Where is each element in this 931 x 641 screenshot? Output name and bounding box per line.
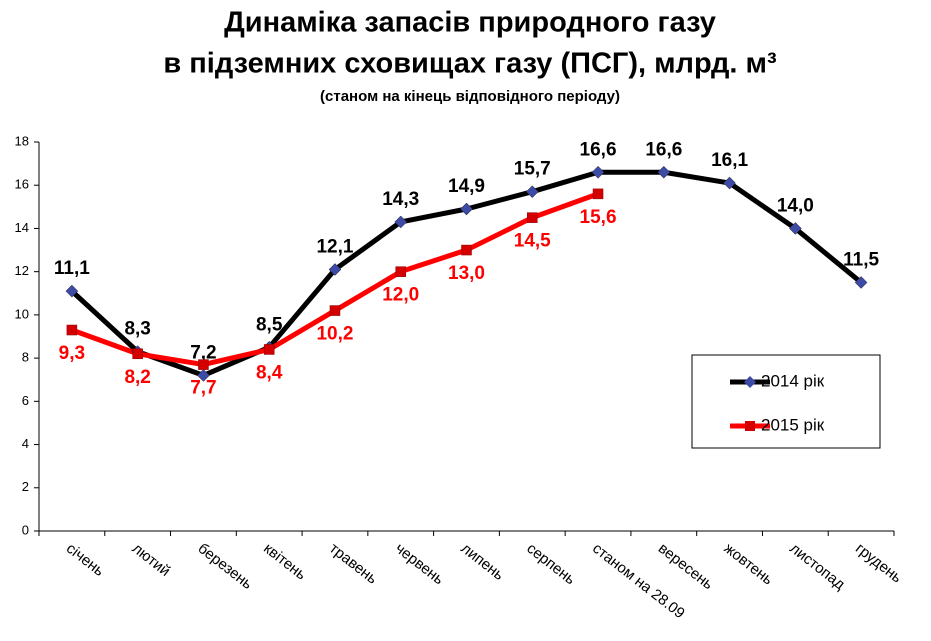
marker (395, 266, 406, 277)
chart-title: Динаміка запасів природного газу (224, 7, 716, 39)
value-label: 7,2 (190, 342, 216, 363)
value-label: 11,1 (54, 258, 90, 279)
value-label: 8,5 (256, 314, 283, 335)
marker (527, 212, 538, 223)
value-label: 9,3 (59, 343, 85, 364)
legend-marker (744, 376, 756, 388)
y-tick-label: 2 (22, 479, 29, 494)
value-label: 14,0 (777, 195, 814, 216)
value-label: 15,7 (514, 159, 551, 180)
value-label: 14,9 (448, 176, 485, 197)
marker (592, 188, 604, 200)
marker (461, 244, 472, 256)
x-tick-label: липень (458, 540, 508, 584)
y-tick-label: 8 (22, 350, 29, 365)
value-label: 8,2 (124, 367, 150, 388)
value-label: 7,7 (190, 378, 216, 399)
marker (263, 344, 275, 355)
marker (525, 185, 539, 199)
marker (657, 165, 671, 179)
y-tick-label: 4 (22, 436, 29, 451)
chart-title: в підземних сховищах газу (ПСГ), млрд. м… (163, 48, 777, 80)
x-tick-label: квітень (260, 540, 309, 584)
x-tick-label: березень (195, 540, 256, 593)
marker (460, 202, 473, 216)
x-tick-label: серпень (523, 540, 578, 588)
value-label: 8,3 (124, 319, 150, 340)
marker (591, 165, 605, 179)
value-label: 8,4 (256, 362, 283, 383)
legend-box (691, 354, 881, 449)
value-label: 16,6 (580, 139, 617, 160)
value-label: 12,1 (316, 237, 353, 258)
y-tick-label: 16 (15, 177, 29, 192)
y-tick-label: 12 (15, 263, 29, 278)
x-tick-label: січень (63, 540, 108, 580)
x-tick-label: вересень (655, 540, 717, 593)
y-tick-label: 0 (22, 522, 29, 537)
marker (132, 348, 143, 360)
value-label: 16,1 (711, 150, 748, 171)
x-tick-label: лютий (129, 540, 174, 580)
marker (197, 369, 210, 382)
marker (394, 215, 408, 229)
x-tick-label: жовтень (721, 540, 777, 589)
value-label: 12,0 (382, 285, 419, 306)
marker (65, 284, 79, 298)
y-tick-label: 14 (15, 220, 29, 235)
value-label: 13,0 (448, 263, 485, 284)
x-tick-label: листопад (786, 540, 848, 594)
legend-marker (745, 421, 755, 431)
value-label: 10,2 (316, 324, 353, 345)
y-tick-label: 6 (22, 393, 29, 408)
legend-label: 2014 рік (761, 371, 825, 390)
x-tick-label: травень (326, 540, 381, 588)
marker (854, 276, 868, 289)
marker (66, 324, 78, 336)
x-tick-label: червень (392, 540, 447, 588)
marker (198, 359, 209, 370)
y-tick-label: 10 (15, 306, 29, 321)
legend-label: 2015 рік (761, 415, 825, 434)
chart-subtitle: (станом на кінець відповідного періоду) (320, 88, 620, 105)
x-tick-label: грудень (852, 540, 905, 587)
marker (723, 176, 736, 190)
value-label: 11,5 (843, 249, 879, 270)
marker (329, 305, 341, 316)
value-label: 14,5 (514, 231, 551, 252)
y-tick-label: 18 (15, 133, 29, 148)
value-label: 15,6 (580, 207, 617, 228)
value-label: 16,6 (645, 139, 682, 160)
value-label: 14,3 (382, 189, 419, 210)
marker (788, 222, 802, 235)
marker (328, 263, 342, 276)
